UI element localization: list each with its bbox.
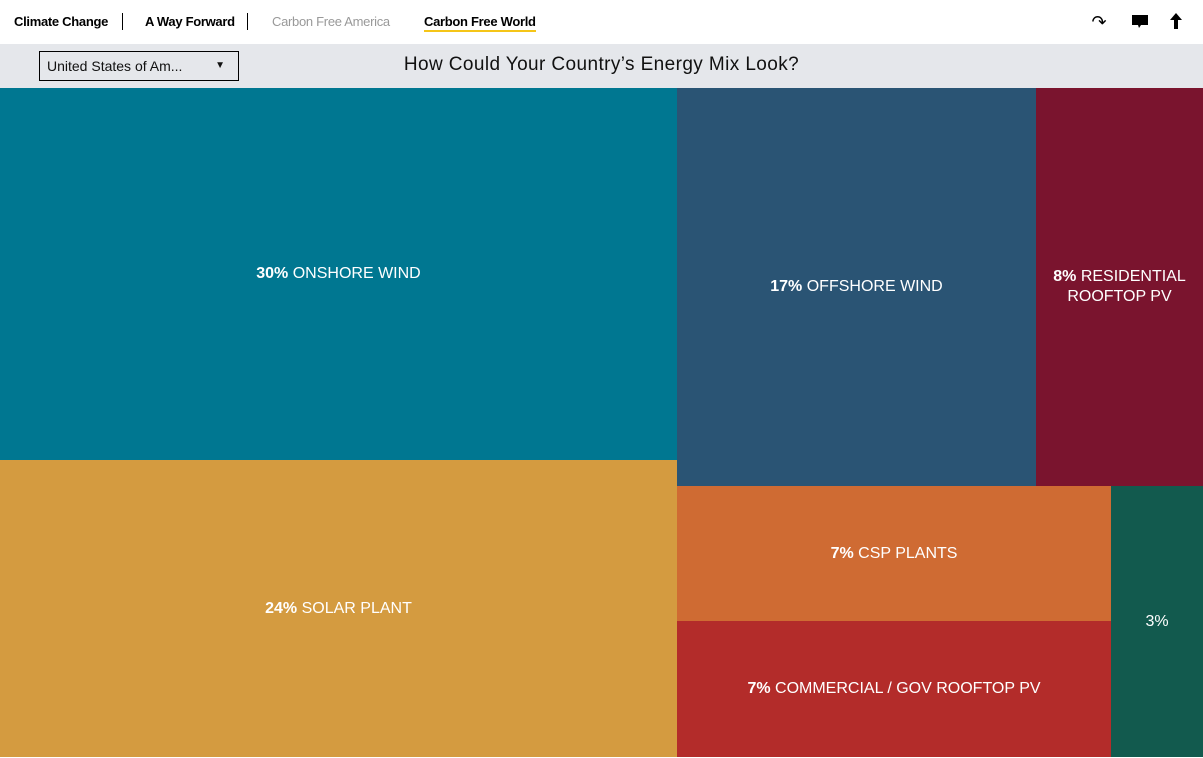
- treemap-cell[interactable]: 7% COMMERCIAL / GOV ROOFTOP PV: [677, 621, 1111, 757]
- cell-category: SOLAR PLANT: [301, 599, 412, 617]
- cell-percent: 8%: [1053, 268, 1077, 285]
- cell-category: CSP PLANTS: [858, 544, 958, 562]
- cell-percent: 7%: [830, 544, 854, 562]
- nav-carbon-free-america[interactable]: Carbon Free America: [272, 14, 390, 29]
- nav-climate-change[interactable]: Climate Change: [14, 14, 109, 29]
- cell-category: RESIDENTIAL ROOFTOP PV: [1067, 268, 1186, 305]
- cell-label: 8% RESIDENTIAL ROOFTOP PV: [1050, 267, 1190, 307]
- divider: [247, 13, 248, 30]
- country-select-value: United States of Am...: [47, 58, 183, 74]
- share-icon[interactable]: ↷: [1091, 12, 1107, 32]
- scroll-top-icon[interactable]: [1166, 12, 1186, 32]
- cell-label: 17% OFFSHORE WIND: [770, 277, 942, 297]
- treemap-cell[interactable]: 7% CSP PLANTS: [677, 486, 1111, 621]
- nav-carbon-free-world[interactable]: Carbon Free World: [424, 14, 536, 32]
- top-nav: Climate Change A Way Forward Carbon Free…: [0, 0, 1203, 44]
- header-bar: United States of Am... ▼ How Could Your C…: [0, 44, 1203, 88]
- treemap-cell[interactable]: 30% ONSHORE WIND: [0, 88, 677, 460]
- divider: [122, 13, 123, 30]
- comment-icon[interactable]: [1130, 12, 1150, 32]
- cell-percent: 30%: [256, 265, 289, 282]
- chart-title: How Could Your Country’s Energy Mix Look…: [403, 54, 800, 75]
- chevron-down-icon: ▼: [215, 60, 225, 71]
- treemap-cell[interactable]: 24% SOLAR PLANT: [0, 460, 677, 757]
- treemap-cell[interactable]: 8% RESIDENTIAL ROOFTOP PV: [1036, 88, 1203, 486]
- cell-category: COMMERCIAL / GOV ROOFTOP PV: [775, 680, 1041, 697]
- country-select[interactable]: United States of Am... ▼: [39, 51, 239, 81]
- cell-label: 30% ONSHORE WIND: [256, 264, 420, 284]
- cell-category: OFFSHORE WIND: [806, 278, 943, 295]
- treemap-cell[interactable]: 3%: [1111, 486, 1203, 757]
- cell-category: ONSHORE WIND: [292, 265, 421, 282]
- cell-label: 24% SOLAR PLANT: [265, 599, 412, 619]
- cell-label: 7% COMMERCIAL / GOV ROOFTOP PV: [747, 679, 1040, 699]
- cell-percent: 24%: [265, 599, 298, 617]
- nav-a-way-forward[interactable]: A Way Forward: [145, 14, 235, 29]
- treemap-cell[interactable]: 17% OFFSHORE WIND: [677, 88, 1036, 486]
- cell-percent: 3%: [1145, 612, 1169, 630]
- cell-percent: 17%: [770, 278, 803, 295]
- cell-label: 3%: [1145, 612, 1168, 632]
- cell-percent: 7%: [747, 680, 771, 697]
- cell-label: 7% CSP PLANTS: [831, 544, 958, 564]
